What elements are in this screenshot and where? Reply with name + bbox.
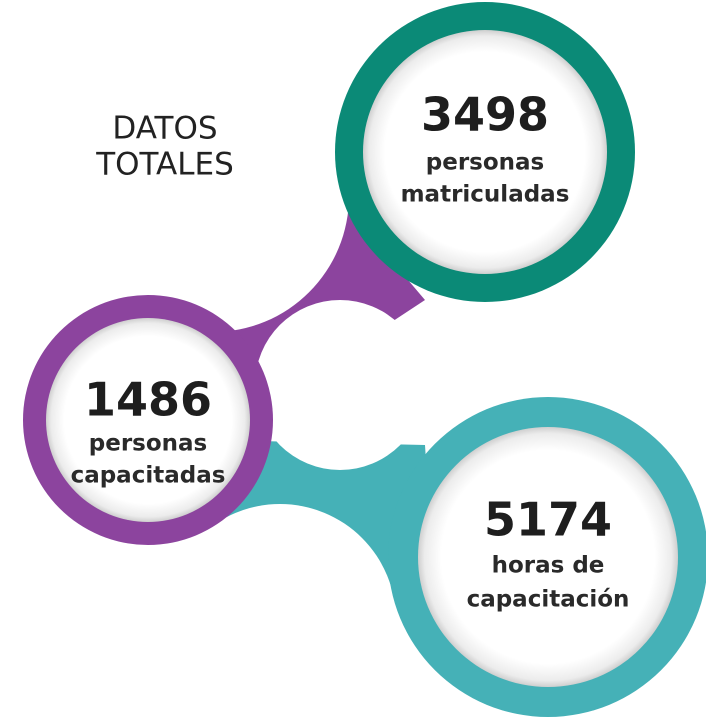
carve — [77, 60, 349, 332]
node-label: personas — [426, 150, 544, 176]
carve — [255, 300, 425, 470]
title-line: DATOS — [112, 111, 217, 147]
purple-inner — [46, 318, 250, 522]
teal-inner — [418, 427, 678, 687]
node-label: capacitación — [467, 587, 630, 613]
node-label: horas de — [492, 553, 605, 579]
node-label: matriculadas — [401, 182, 570, 208]
node-label: personas — [89, 431, 207, 457]
node-label: capacitadas — [71, 463, 226, 489]
title-line: TOTALES — [95, 147, 234, 183]
node-value: 3498 — [421, 88, 549, 142]
node-value: 1486 — [84, 373, 212, 427]
node-value: 5174 — [484, 493, 612, 547]
green-inner — [363, 30, 607, 274]
carve — [164, 504, 396, 720]
